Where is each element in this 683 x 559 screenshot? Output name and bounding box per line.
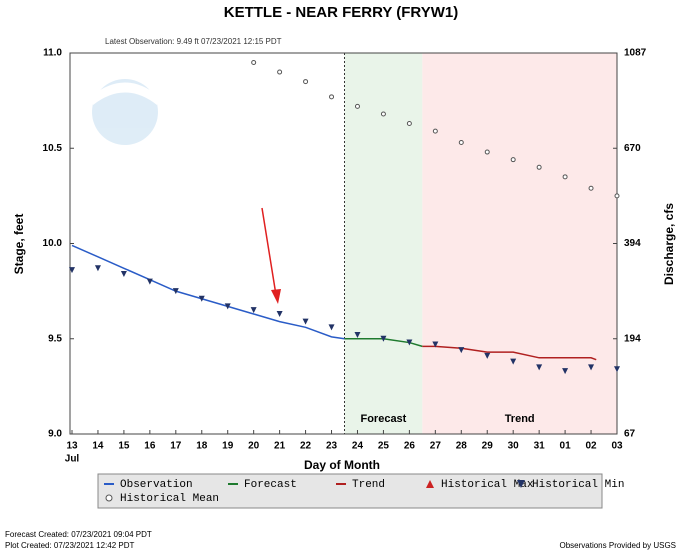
mean-marker	[432, 128, 438, 134]
legend-label: Historical Max	[441, 479, 534, 491]
x-tick-label: 29	[482, 441, 494, 452]
arrow	[261, 207, 277, 296]
legend	[97, 473, 603, 509]
mean-marker	[484, 149, 490, 155]
min-marker	[406, 339, 413, 346]
x-sublabel: Jul	[65, 454, 80, 465]
min-marker	[354, 331, 361, 338]
x-tick-label: 14	[92, 441, 104, 452]
mean-marker	[458, 140, 464, 146]
x-tick-label: 16	[144, 441, 156, 452]
mean-marker	[354, 103, 360, 109]
mean-marker	[329, 94, 335, 100]
min-marker	[224, 303, 231, 310]
mean-marker	[536, 164, 542, 170]
x-tick-label: 20	[248, 441, 260, 452]
region-label: Forecast	[360, 413, 406, 425]
region	[344, 53, 423, 434]
y-tick-label: 9.5	[48, 333, 62, 344]
x-tick-label: 18	[196, 441, 208, 452]
y2-tick-label: 394	[624, 238, 641, 249]
y2-tick-label: 670	[624, 143, 641, 154]
min-marker	[510, 358, 517, 365]
y2-tick-label: 194	[624, 333, 641, 344]
plot: Forecast Trend 9.0 9.5 10.0 10.5 11.0 67 194 394 6…	[43, 48, 647, 452]
min-marker	[172, 288, 179, 295]
x-tick-label: 13	[66, 441, 78, 452]
min-marker	[432, 341, 439, 348]
mean-marker	[277, 69, 283, 75]
min-marker	[484, 352, 491, 359]
mean-marker	[614, 193, 620, 199]
x-tick-label: 15	[118, 441, 130, 452]
region-label: Trend	[505, 413, 535, 425]
mean-marker	[510, 157, 516, 163]
x-tick-label: 24	[352, 441, 364, 452]
x-tick-label: 22	[300, 441, 312, 452]
x-tick-label: 28	[456, 441, 468, 452]
legend-label: Historical Min	[532, 479, 624, 491]
min-marker	[250, 307, 257, 314]
mean-marker	[406, 120, 412, 126]
x-tick-label: 03	[611, 441, 623, 452]
x-tick-label: 23	[326, 441, 338, 452]
y2-tick-label: 67	[624, 429, 636, 440]
y-axis-label: Stage, feet	[12, 214, 26, 275]
y2-axis-label: Discharge, cfs	[662, 203, 676, 285]
y-tick-label: 10.5	[43, 143, 63, 154]
min-marker	[562, 368, 569, 375]
legend-label: Trend	[352, 479, 385, 491]
footer: Observations Provided by USGS	[560, 541, 677, 550]
y-tick-label: 11.0	[43, 48, 62, 59]
min-marker	[94, 265, 101, 272]
min-marker	[536, 364, 543, 371]
legend-label: Observation	[120, 479, 193, 491]
x-tick-label: 25	[378, 441, 390, 452]
min-marker	[198, 295, 205, 302]
x-axis-label: Day of Month	[304, 458, 380, 472]
y-tick-label: 9.0	[48, 429, 62, 440]
legend-swatch	[517, 480, 525, 488]
x-tick-label: 19	[222, 441, 234, 452]
logo	[92, 79, 158, 145]
x-tick-label: 02	[585, 441, 597, 452]
legend-label: Historical Mean	[120, 493, 219, 505]
y-tick-label: 10.0	[43, 238, 63, 249]
series-line	[422, 345, 597, 361]
min-marker	[588, 364, 595, 371]
x-tick-label: 27	[430, 441, 442, 452]
region	[422, 53, 617, 434]
x-tick-label: 31	[534, 441, 546, 452]
mean-marker	[380, 111, 386, 117]
min-marker	[69, 267, 75, 274]
x-tick-label: 21	[274, 441, 286, 452]
min-marker	[120, 270, 127, 277]
mean-marker	[303, 79, 309, 85]
mean-marker	[588, 185, 594, 191]
min-marker	[146, 278, 153, 285]
min-marker	[276, 310, 283, 317]
legend-swatch	[426, 480, 434, 488]
mean-marker	[562, 174, 568, 180]
footer: Forecast Created: 07/23/2021 09:04 PDT	[5, 530, 152, 539]
min-marker	[302, 318, 309, 325]
legend-label: Forecast	[244, 479, 297, 491]
min-marker	[614, 366, 620, 373]
y2-tick-label: 1087	[624, 48, 647, 59]
series-line	[71, 244, 345, 340]
x-tick-label: 17	[170, 441, 182, 452]
arrow-head	[271, 289, 281, 304]
x-tick-label: 30	[508, 441, 520, 452]
annotation: Latest Observation: 9.49 ft 07/23/2021 1…	[105, 37, 282, 46]
mean-marker	[251, 60, 257, 66]
min-marker	[380, 335, 387, 342]
footer: Plot Created: 07/23/2021 12:42 PDT	[5, 541, 135, 550]
chart-title: KETTLE - NEAR FERRY (FRYW1)	[224, 4, 458, 21]
min-marker	[328, 324, 335, 331]
x-tick-label: 26	[404, 441, 416, 452]
x-tick-label: 01	[560, 441, 572, 452]
min-marker	[458, 347, 465, 354]
legend-swatch	[105, 494, 113, 502]
